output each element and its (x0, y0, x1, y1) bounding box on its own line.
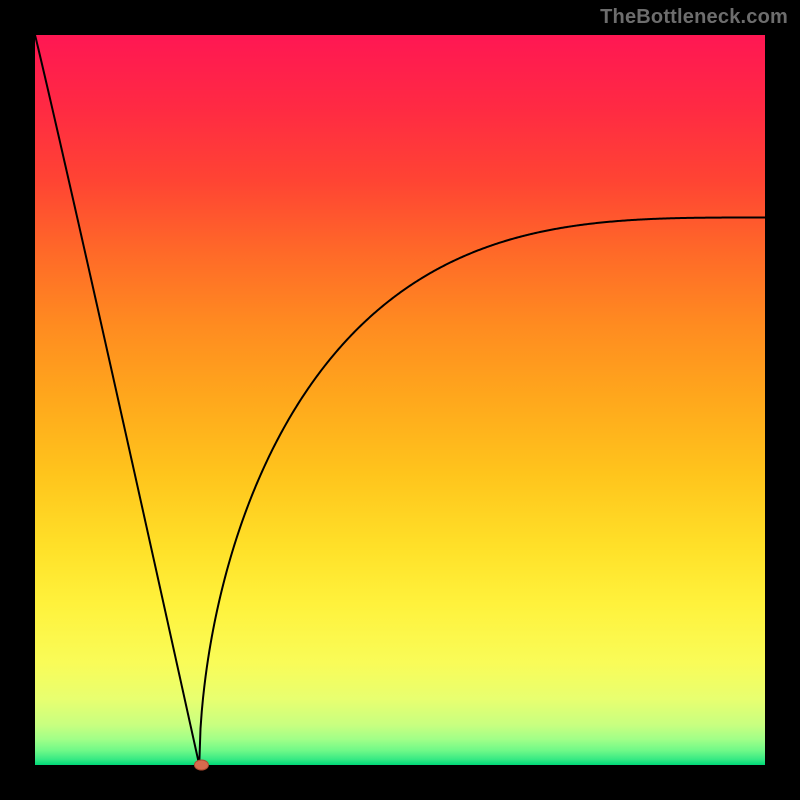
plot-background (35, 35, 765, 765)
watermark-text: TheBottleneck.com (600, 6, 788, 29)
chart-svg (0, 0, 800, 800)
chart-container: TheBottleneck.com (0, 0, 800, 800)
optimum-marker (194, 760, 208, 770)
